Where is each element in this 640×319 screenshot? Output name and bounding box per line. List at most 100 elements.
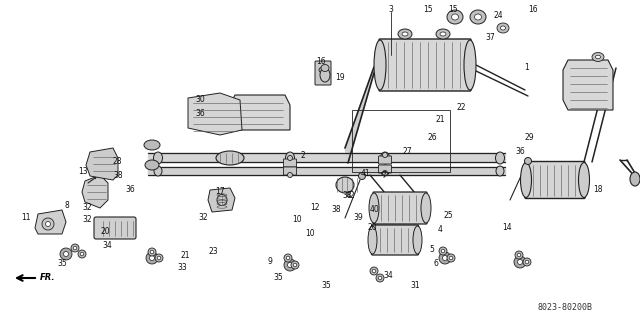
Ellipse shape — [464, 40, 476, 90]
Polygon shape — [188, 93, 242, 135]
Text: 13: 13 — [78, 167, 88, 175]
Ellipse shape — [321, 64, 329, 71]
Ellipse shape — [374, 40, 386, 90]
FancyBboxPatch shape — [94, 217, 136, 239]
Ellipse shape — [496, 166, 504, 176]
Ellipse shape — [42, 218, 54, 230]
Polygon shape — [86, 148, 118, 180]
FancyBboxPatch shape — [379, 39, 471, 91]
Circle shape — [146, 252, 158, 264]
Ellipse shape — [421, 193, 431, 223]
Text: 36: 36 — [195, 109, 205, 118]
Text: 26: 26 — [427, 133, 437, 143]
Text: 10: 10 — [305, 229, 315, 239]
Text: 34: 34 — [102, 241, 112, 249]
Circle shape — [287, 263, 292, 268]
Ellipse shape — [285, 152, 294, 164]
Ellipse shape — [520, 162, 531, 197]
Text: 40: 40 — [369, 205, 379, 214]
Circle shape — [293, 263, 297, 267]
FancyBboxPatch shape — [525, 161, 585, 198]
Text: 22: 22 — [456, 102, 466, 112]
Circle shape — [514, 256, 526, 268]
Text: 15: 15 — [448, 4, 458, 13]
Circle shape — [71, 244, 79, 252]
Ellipse shape — [470, 10, 486, 24]
Text: 29: 29 — [524, 133, 534, 143]
Ellipse shape — [45, 221, 51, 226]
Circle shape — [155, 254, 163, 262]
Ellipse shape — [144, 140, 160, 150]
Text: 35: 35 — [273, 273, 283, 283]
Text: 8: 8 — [65, 201, 69, 210]
Text: 14: 14 — [502, 224, 512, 233]
Circle shape — [523, 258, 531, 266]
Text: 21: 21 — [180, 251, 189, 261]
Text: 3: 3 — [388, 4, 394, 13]
Text: 35: 35 — [57, 258, 67, 268]
Ellipse shape — [217, 195, 227, 205]
Circle shape — [447, 254, 455, 262]
Text: FR.: FR. — [40, 273, 56, 283]
FancyBboxPatch shape — [284, 167, 296, 175]
Text: 36: 36 — [125, 184, 135, 194]
Text: 32: 32 — [82, 216, 92, 225]
Text: 41: 41 — [360, 168, 370, 177]
Text: 38: 38 — [331, 205, 341, 214]
Circle shape — [73, 246, 77, 250]
Text: 1: 1 — [525, 63, 529, 72]
Ellipse shape — [500, 26, 506, 30]
Ellipse shape — [381, 166, 389, 176]
Text: 24: 24 — [493, 11, 503, 19]
Text: 16: 16 — [528, 4, 538, 13]
Circle shape — [80, 252, 84, 256]
Text: 19: 19 — [335, 73, 345, 83]
Circle shape — [383, 170, 387, 175]
Polygon shape — [82, 175, 108, 208]
Text: 42: 42 — [345, 191, 355, 201]
Circle shape — [284, 254, 292, 262]
Text: 27: 27 — [402, 147, 412, 157]
Text: 4: 4 — [438, 226, 442, 234]
Text: 20: 20 — [100, 227, 110, 236]
Ellipse shape — [398, 29, 412, 39]
Text: 25: 25 — [443, 211, 453, 219]
Ellipse shape — [525, 158, 531, 165]
Text: 38: 38 — [113, 172, 123, 181]
Circle shape — [157, 256, 161, 260]
Text: 10: 10 — [292, 216, 302, 225]
Text: 9: 9 — [268, 257, 273, 266]
Circle shape — [291, 261, 299, 269]
Text: 23: 23 — [208, 248, 218, 256]
Circle shape — [449, 256, 453, 260]
Text: 2: 2 — [301, 151, 305, 160]
Circle shape — [442, 256, 447, 261]
Circle shape — [525, 260, 529, 264]
Ellipse shape — [474, 14, 481, 20]
Ellipse shape — [497, 23, 509, 33]
Text: 18: 18 — [593, 186, 603, 195]
Circle shape — [370, 267, 378, 275]
Circle shape — [383, 152, 387, 158]
Text: 7: 7 — [381, 170, 387, 180]
Ellipse shape — [320, 68, 330, 82]
Text: 31: 31 — [410, 281, 420, 291]
Circle shape — [441, 249, 445, 253]
Text: 32: 32 — [198, 213, 208, 222]
Circle shape — [518, 259, 522, 264]
Circle shape — [78, 250, 86, 258]
Circle shape — [439, 247, 447, 255]
Ellipse shape — [436, 29, 450, 39]
Circle shape — [376, 274, 384, 282]
Text: 30: 30 — [195, 95, 205, 105]
Circle shape — [286, 256, 290, 260]
Polygon shape — [35, 210, 66, 234]
Polygon shape — [563, 60, 613, 110]
FancyBboxPatch shape — [378, 156, 392, 164]
FancyBboxPatch shape — [373, 192, 427, 224]
Text: 20: 20 — [367, 224, 377, 233]
Text: 32: 32 — [82, 204, 92, 212]
Circle shape — [150, 256, 154, 261]
Ellipse shape — [368, 226, 377, 254]
Circle shape — [287, 155, 292, 160]
